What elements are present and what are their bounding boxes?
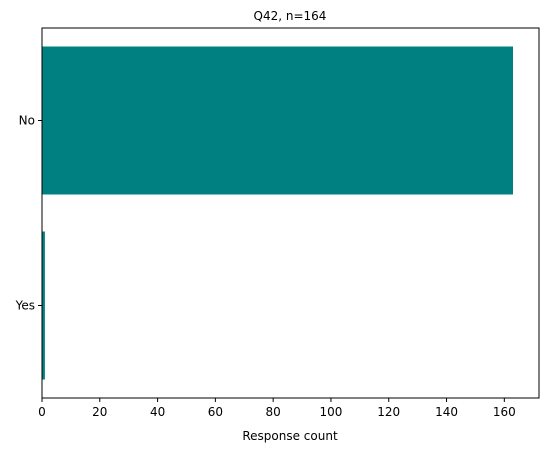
x-tick-label: 80 <box>266 405 281 419</box>
y-tick-label: Yes <box>15 299 35 313</box>
bars-group <box>42 46 513 380</box>
bar-no <box>42 46 513 195</box>
x-tick-label: 120 <box>377 405 400 419</box>
x-tick-label: 0 <box>38 405 46 419</box>
plot-frame <box>41 27 540 399</box>
x-tick-label: 60 <box>208 405 223 419</box>
y-axis-ticks: No Yes <box>15 114 42 313</box>
x-tick-label: 160 <box>493 405 516 419</box>
x-tick-label: 40 <box>150 405 165 419</box>
bar-yes <box>42 231 45 380</box>
chart-title: Q42, n=164 <box>254 9 327 23</box>
y-tick-label: No <box>19 114 35 128</box>
x-tick-label: 140 <box>435 405 458 419</box>
x-axis-ticks: 0 20 40 60 80 100 120 140 160 <box>38 398 516 419</box>
x-axis-label: Response count <box>242 429 338 443</box>
x-tick-label: 20 <box>92 405 107 419</box>
x-tick-label: 100 <box>320 405 343 419</box>
